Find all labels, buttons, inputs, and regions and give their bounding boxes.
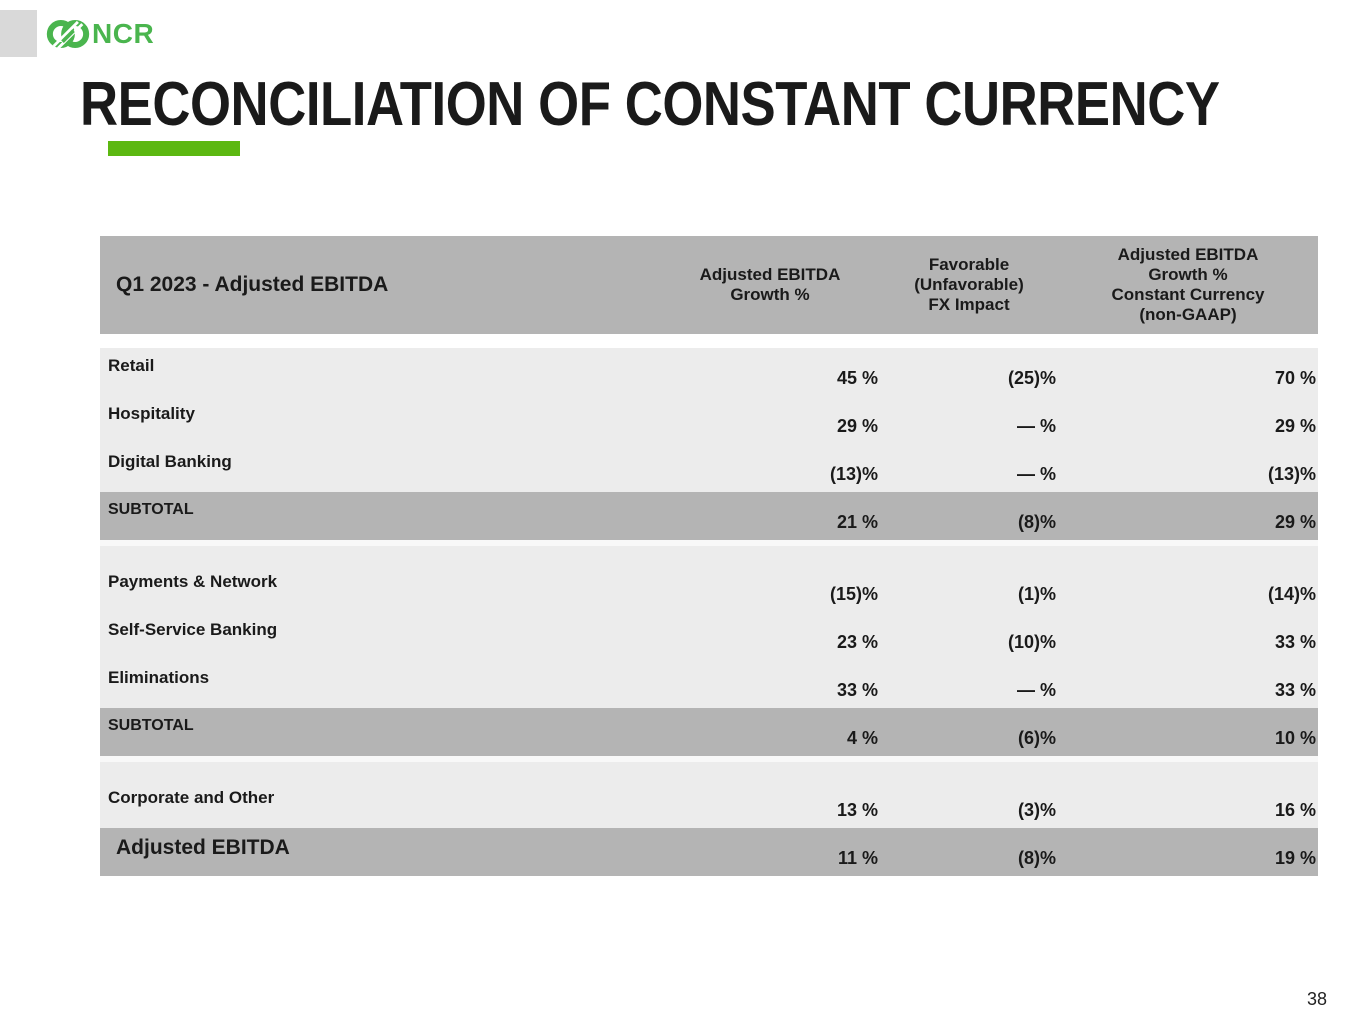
cell-growth: 11 % [837,847,878,868]
row-label: Corporate and Other [108,788,275,807]
cell-growth: 33 % [836,679,878,700]
ncr-logo: NCR [46,12,154,56]
cell-fx-impact: (6)% [1017,727,1056,748]
cell-constant-currency: (14)% [1267,583,1316,604]
cell-growth: 23 % [836,631,878,652]
cell-fx-impact: (8)% [1017,847,1056,868]
cell-growth: 4 % [846,727,878,748]
row-label: Eliminations [108,668,210,687]
cell-fx-impact: (10)% [1007,631,1056,652]
title-underline-bar [108,141,240,156]
cell-constant-currency: 19 % [1274,847,1316,868]
table-row-subtotal-1: SUBTOTAL 21 % (8)% 29 % [100,492,1318,540]
row-label: Payments & Network [108,572,278,591]
cell-constant-currency: 16 % [1274,799,1316,820]
row-label: Self-Service Banking [108,620,278,639]
cell-fx-impact: — % [1016,415,1056,436]
cell-growth: 45 % [836,367,878,388]
table-row-retail: Retail 45 % (25)% 70 % [100,348,1318,396]
section-spacer [100,756,1318,780]
cell-constant-currency: 33 % [1274,679,1316,700]
cell-constant-currency: 29 % [1274,415,1316,436]
cell-fx-impact: (25)% [1007,367,1056,388]
cell-constant-currency: 29 % [1274,511,1316,532]
ncr-interlocked-rings-icon [46,19,90,50]
cell-fx-impact: (3)% [1017,799,1056,820]
cell-growth: (13)% [829,463,878,484]
cell-growth: 21 % [836,511,878,532]
table-row-digital-banking: Digital Banking (13)% — % (13)% [100,444,1318,492]
cell-fx-impact: — % [1016,679,1056,700]
ncr-logo-wordmark: NCR [92,18,155,49]
column-header-adjusted-ebitda-growth: Adjusted EBITDA Growth % [699,265,841,304]
page-number: 38 [1306,989,1327,1009]
table-row-hospitality: Hospitality 29 % — % 29 % [100,396,1318,444]
cell-growth: (15)% [829,583,878,604]
row-label: Retail [108,356,155,375]
cell-constant-currency: (13)% [1267,463,1316,484]
cell-constant-currency: 70 % [1274,367,1316,388]
table-row-corporate-and-other: Corporate and Other 13 % (3)% 16 % [100,780,1318,828]
table-header-row: Q1 2023 - Adjusted EBITDA Adjusted EBITD… [100,236,1318,334]
row-label: Digital Banking [108,452,232,471]
column-header-fx-impact: Favorable (Unfavorable) FX Impact [914,255,1024,314]
cell-fx-impact: (1)% [1017,583,1056,604]
cell-fx-impact: — % [1016,463,1056,484]
table-row-adjusted-ebitda-total: Adjusted EBITDA 11 % (8)% 19 % [100,828,1318,876]
row-label: Hospitality [108,404,195,423]
row-label: SUBTOTAL [108,501,194,518]
cell-constant-currency: 33 % [1274,631,1316,652]
table-row-payments-network: Payments & Network (15)% (1)% (14)% [100,564,1318,612]
table-title-cell: Q1 2023 - Adjusted EBITDA [116,273,389,296]
table-row-subtotal-2: SUBTOTAL 4 % (6)% 10 % [100,708,1318,756]
section-spacer [100,540,1318,564]
row-label: Adjusted EBITDA [116,836,290,859]
cell-constant-currency: 10 % [1274,727,1316,748]
table-row-self-service-banking: Self-Service Banking 23 % (10)% 33 % [100,612,1318,660]
corner-decoration [0,10,37,57]
constant-currency-table: Q1 2023 - Adjusted EBITDA Adjusted EBITD… [100,236,1318,876]
table-row-eliminations: Eliminations 33 % — % 33 % [100,660,1318,708]
header-body-gap [100,334,1318,348]
cell-fx-impact: (8)% [1017,511,1056,532]
row-label: SUBTOTAL [108,717,194,734]
cell-growth: 13 % [836,799,878,820]
page-title: RECONCILIATION OF CONSTANT CURRENCY [80,70,1220,139]
column-header-constant-currency: Adjusted EBITDA Growth % Constant Curren… [1111,245,1265,324]
cell-growth: 29 % [836,415,878,436]
